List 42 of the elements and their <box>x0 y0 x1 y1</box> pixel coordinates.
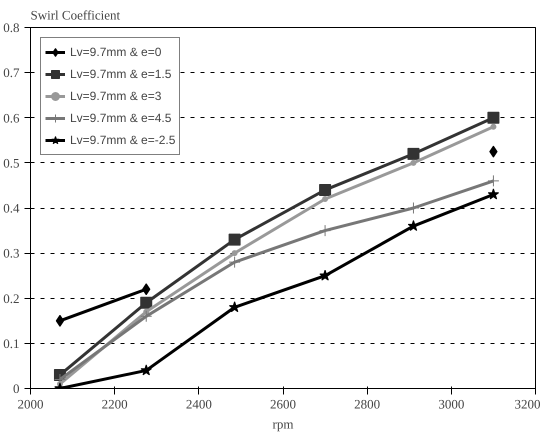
x-tick-label: 3000 <box>438 396 464 412</box>
point <box>490 124 496 130</box>
chart-title: Swirl Coefficient <box>30 8 121 22</box>
point <box>319 270 331 281</box>
y-tick-label: 0.4 <box>3 200 20 216</box>
point <box>488 188 500 200</box>
point <box>140 310 152 322</box>
point <box>228 234 241 246</box>
y-tick-label: 0.3 <box>3 246 20 261</box>
x-tick-label: 3200 <box>514 396 540 412</box>
point <box>319 184 332 196</box>
y-tick-label: 0.6 <box>3 110 20 126</box>
x-tick-label: 2400 <box>186 396 212 412</box>
legend-label: Lv=9.7mm & e=-2.5 <box>70 133 176 147</box>
point <box>487 174 500 187</box>
y-tick-label: 0.2 <box>3 290 20 306</box>
x-tick-label: 2000 <box>18 396 44 412</box>
legend-label: Lv=9.7mm & e=0 <box>70 45 162 59</box>
point <box>232 250 238 256</box>
point <box>140 364 152 376</box>
point <box>487 112 500 124</box>
x-tick-label: 2200 <box>102 396 128 412</box>
x-tick-label: 2800 <box>354 396 380 412</box>
legend-label: Lv=9.7mm & e=3 <box>70 89 162 103</box>
point <box>322 196 328 202</box>
point <box>228 256 241 268</box>
x-axis-title: rpm <box>272 416 294 432</box>
point <box>319 224 332 237</box>
x-tick-label: 2600 <box>270 396 296 412</box>
y-tick-label: 0.1 <box>3 336 20 351</box>
point <box>489 146 498 158</box>
y-tick-label: 0.7 <box>3 65 20 80</box>
point <box>56 314 64 327</box>
legend-label: Lv=9.7mm & e=4.5 <box>70 111 172 125</box>
legend-label: Lv=9.7mm & e=1.5 <box>70 67 172 81</box>
y-tick-label: 0.8 <box>3 20 20 35</box>
point <box>410 160 416 166</box>
point <box>407 202 420 214</box>
y-tick-label: 0 <box>13 381 20 396</box>
point <box>140 296 152 309</box>
point <box>407 148 420 160</box>
y-tick-label: 0.5 <box>3 155 20 170</box>
